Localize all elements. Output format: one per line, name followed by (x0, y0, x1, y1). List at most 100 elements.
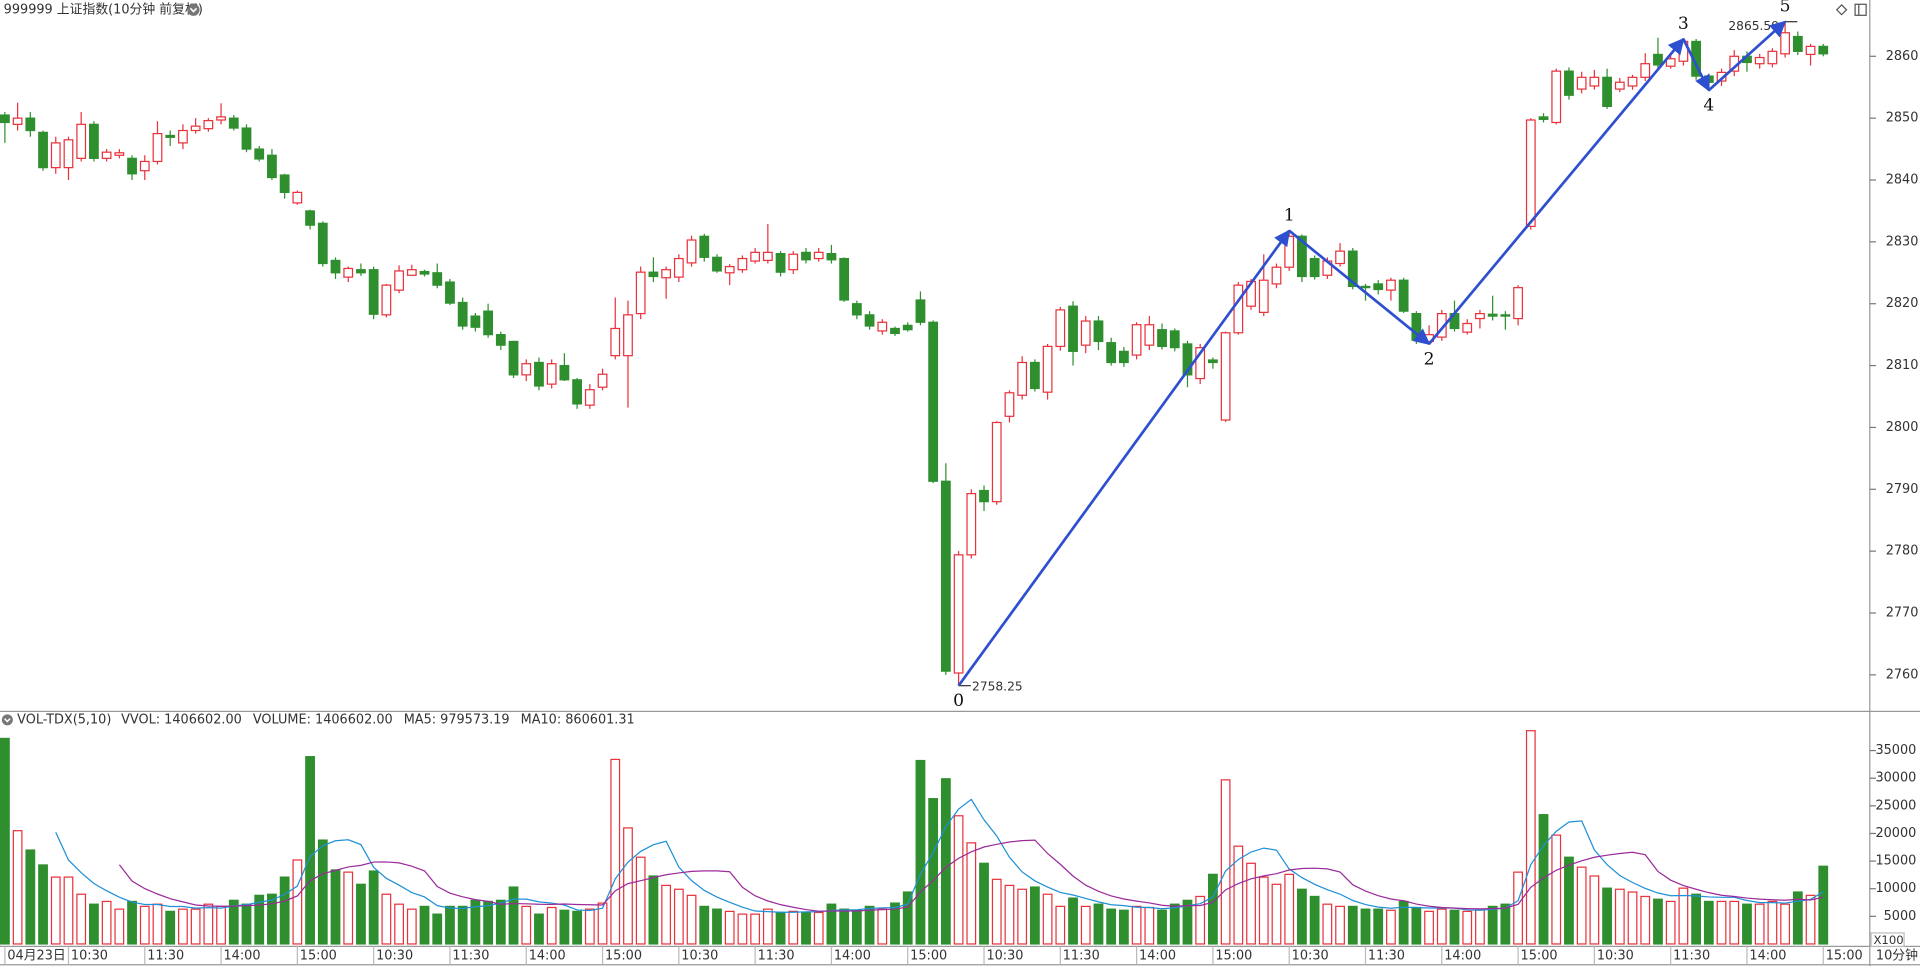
volume-bar (1246, 862, 1256, 945)
volume-bar (775, 911, 786, 945)
candle-body (915, 299, 926, 323)
candle-body (356, 269, 366, 274)
diamond-icon[interactable] (1835, 4, 1848, 16)
y-tick-label: 15000 (1875, 854, 1916, 869)
candle-body (470, 315, 481, 328)
candle-body (432, 272, 443, 286)
candle-body (623, 314, 633, 357)
title-dropdown[interactable] (187, 3, 200, 16)
candle-body (1487, 313, 1498, 317)
candle-body (1118, 350, 1129, 364)
volume-bar (1347, 905, 1358, 945)
y-tick-label: 2760 (1886, 667, 1919, 682)
volume-bar (1106, 908, 1117, 945)
volume-bar (241, 903, 252, 945)
candle-body (724, 265, 735, 274)
volume-bar (521, 905, 532, 945)
wave-line (957, 229, 1291, 687)
candle-body (279, 174, 290, 193)
candle-body (1144, 324, 1155, 346)
x-tick-label: 15:00 (300, 949, 337, 964)
volume-bar (750, 913, 761, 945)
candle-body (165, 134, 176, 138)
annotation-label: 2865.59 (1728, 19, 1779, 33)
annotation-label: 2758.25 (972, 679, 1023, 693)
candle-body (241, 127, 252, 150)
candle-body (0, 114, 10, 124)
volume-bar (724, 910, 735, 945)
x-tick-label: 15:00 (1826, 949, 1863, 964)
volume-bar (1513, 871, 1523, 945)
candle-body (228, 117, 239, 129)
volume-bar (1678, 887, 1689, 945)
candle-body (1195, 347, 1206, 380)
volume-bar (546, 906, 557, 945)
volume-bar (178, 908, 188, 945)
candle-body (521, 363, 532, 376)
volume-bar (1398, 900, 1409, 945)
volume-bar (813, 911, 824, 945)
y-tick-label: 10000 (1875, 881, 1916, 896)
volume-bar (445, 905, 455, 945)
candle-body (139, 160, 150, 172)
volume-bar (1335, 905, 1345, 945)
candle-body (50, 142, 61, 169)
candle-body (762, 251, 773, 262)
volume-bar (1195, 895, 1206, 945)
dropdown-icon[interactable] (1, 714, 13, 726)
volume-bar (1386, 909, 1396, 945)
volume-dropdown[interactable] (1, 714, 13, 726)
volume-bar (228, 899, 239, 945)
y-tick-label: 2780 (1886, 544, 1919, 559)
wave-line (1288, 229, 1431, 345)
candle-body (317, 222, 328, 265)
volume-bar (1525, 730, 1536, 945)
volume-bar (165, 910, 176, 945)
volume-bar (1551, 834, 1562, 945)
volume-bar (597, 902, 608, 945)
volume-bar (915, 759, 926, 945)
volume-bar (1322, 903, 1333, 945)
volume-bar (877, 908, 888, 945)
candle-body (1297, 235, 1307, 278)
candle-body (1665, 58, 1676, 67)
candle-body (254, 148, 265, 160)
wave-label: 1 (1284, 206, 1295, 226)
candle-body (406, 269, 417, 276)
volume-bar (1118, 909, 1129, 945)
interval-label: 10分钟 (1876, 948, 1918, 964)
candle-body (1538, 116, 1549, 120)
candle-body (101, 151, 112, 159)
y-tick-label: 30000 (1875, 771, 1916, 786)
candle-body (1627, 76, 1638, 87)
volume-bar (610, 758, 621, 945)
candle-body (1182, 343, 1193, 376)
candle-body (190, 125, 201, 132)
volume-bar (890, 902, 900, 945)
candle-body (343, 267, 354, 278)
dropdown-icon[interactable] (187, 3, 200, 16)
volume-bar (508, 886, 519, 945)
candle-body (203, 120, 214, 130)
volume-bar (1564, 856, 1574, 945)
panel-icon[interactable] (1854, 3, 1867, 16)
legend-entry: VVOL: 1406602.00 (121, 712, 242, 727)
volume-bar (572, 910, 583, 945)
wave-line (1428, 37, 1685, 345)
candle-body (635, 271, 646, 315)
volume-bar (991, 878, 1002, 945)
candle-body (1284, 235, 1295, 268)
volume-bar (356, 883, 366, 945)
candle-body (597, 373, 608, 388)
volume-bar (686, 894, 697, 945)
volume-bar (1220, 779, 1231, 945)
wave-label: 4 (1703, 96, 1714, 116)
volume-bar (1360, 908, 1371, 945)
legend-entry: MA10: 860601.31 (521, 712, 635, 727)
y-tick-label: 2810 (1886, 358, 1919, 373)
volume-bar (267, 893, 277, 945)
volume-bar (1500, 903, 1511, 945)
volume-bar (305, 756, 315, 945)
candle-body (534, 361, 544, 387)
